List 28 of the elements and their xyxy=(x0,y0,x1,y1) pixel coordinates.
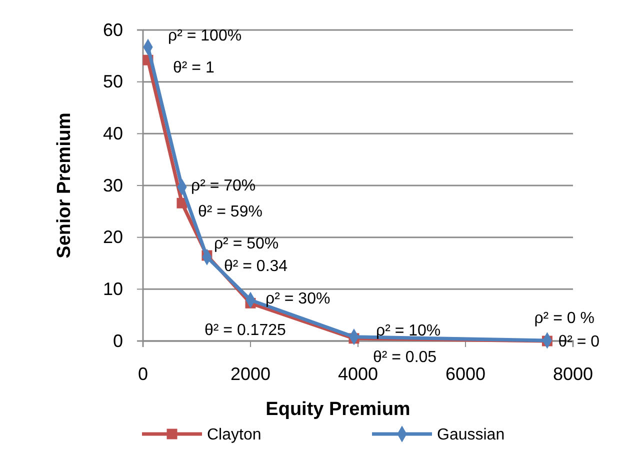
y-tick-label: 30 xyxy=(102,175,123,196)
y-tick-label: 0 xyxy=(112,330,123,351)
legend-label: Clayton xyxy=(207,426,262,444)
annotation: ρ² = 30% xyxy=(266,290,330,308)
x-tick-label: 0 xyxy=(138,364,148,384)
y-tick-label: 60 xyxy=(102,20,123,40)
x-tick-label: 8000 xyxy=(552,364,594,384)
annotation: ρ² = 100% xyxy=(168,28,242,45)
x-axis-title: Equity Premium xyxy=(266,399,410,420)
annotation: ρ² = 0 % xyxy=(534,310,594,328)
y-axis-title: Senior Premium xyxy=(54,112,75,258)
x-tick-label: 2000 xyxy=(230,364,271,384)
annotation: θ² = 0.05 xyxy=(372,349,437,366)
legend-label: Gaussian xyxy=(437,426,505,444)
annotation: θ² = 0.1725 xyxy=(204,322,286,339)
x-tick-label: 4000 xyxy=(338,364,378,384)
annotation: θ² = 0 xyxy=(558,334,600,351)
annotation: ρ² = 70% xyxy=(190,178,256,195)
y-tick-label: 50 xyxy=(102,72,123,92)
y-tick-label: 10 xyxy=(102,278,123,299)
annotation: ρ² = 10% xyxy=(376,322,441,340)
y-tick-label: 20 xyxy=(102,227,123,248)
y-tick-label: 40 xyxy=(102,123,123,144)
annotation: θ² = 59% xyxy=(198,204,262,221)
annotation: θ² = 1 xyxy=(173,60,214,77)
annotation: ρ² = 50% xyxy=(214,236,279,253)
x-tick-label: 6000 xyxy=(445,364,486,384)
annotation: θ² = 0.34 xyxy=(224,258,288,276)
